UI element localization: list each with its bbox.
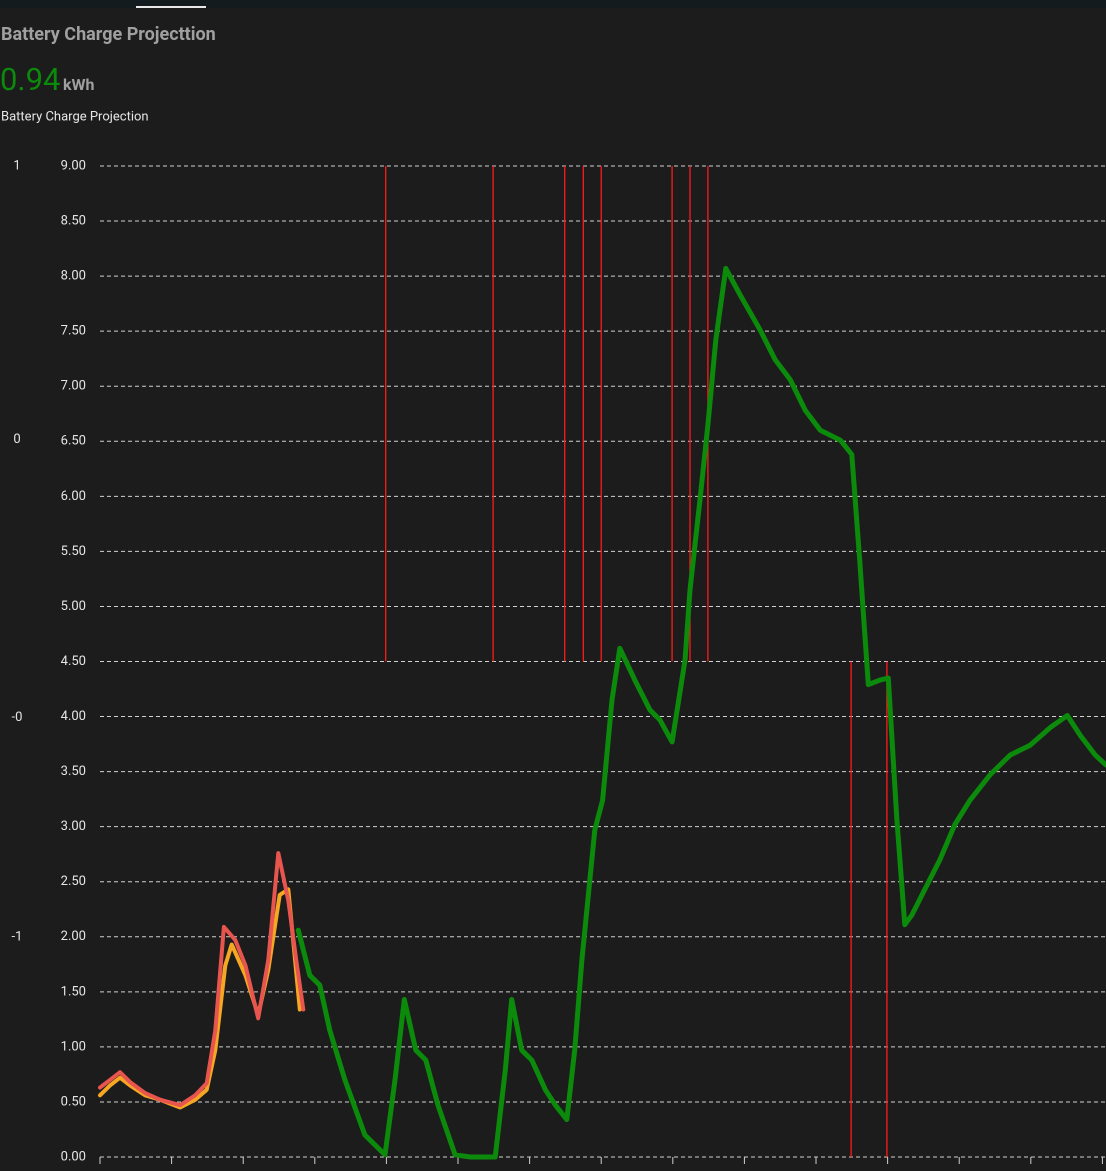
top-bar bbox=[0, 0, 1106, 8]
y-tick-label: 0.00 bbox=[61, 1149, 86, 1164]
y-tick-label: 8.00 bbox=[61, 269, 86, 284]
y-tick-label: 5.50 bbox=[61, 544, 86, 559]
y2-tick-label: -1 bbox=[12, 930, 23, 945]
subtitle: Battery Charge Projection bbox=[1, 109, 149, 124]
y-tick-label: 0.50 bbox=[61, 1094, 86, 1109]
y-tick-label: 2.00 bbox=[61, 929, 86, 944]
y-tick-label: 3.50 bbox=[61, 764, 86, 779]
y-tick-label: 6.00 bbox=[61, 489, 86, 504]
y2-tick-label: -0 bbox=[12, 710, 23, 725]
series-line bbox=[295, 265, 1106, 1160]
y2-tick-label: 1 bbox=[13, 158, 20, 173]
y-tick-label: 2.50 bbox=[61, 874, 86, 889]
y-tick-label: 1.00 bbox=[61, 1039, 86, 1054]
y-tick-label: 7.00 bbox=[61, 379, 86, 394]
y-tick-label: 9.00 bbox=[61, 158, 86, 173]
y-tick-label: 1.50 bbox=[61, 984, 86, 999]
y-tick-label: 8.50 bbox=[61, 213, 86, 228]
y-tick-label: 5.00 bbox=[61, 599, 86, 614]
tab-indicator bbox=[136, 6, 206, 8]
card-title: Battery Charge Projecttion bbox=[1, 24, 216, 45]
series-line bbox=[98, 851, 306, 1108]
unit: kWh bbox=[63, 75, 95, 94]
y2-tick-label: 0 bbox=[13, 432, 20, 447]
y-tick-label: 3.00 bbox=[61, 819, 86, 834]
y-tick-label: 4.50 bbox=[61, 654, 86, 669]
y-tick-label: 4.00 bbox=[61, 709, 86, 724]
y-tick-label: 6.50 bbox=[61, 434, 86, 449]
y-tick-label: 7.50 bbox=[61, 324, 86, 339]
value: 0.94 bbox=[0, 61, 60, 98]
